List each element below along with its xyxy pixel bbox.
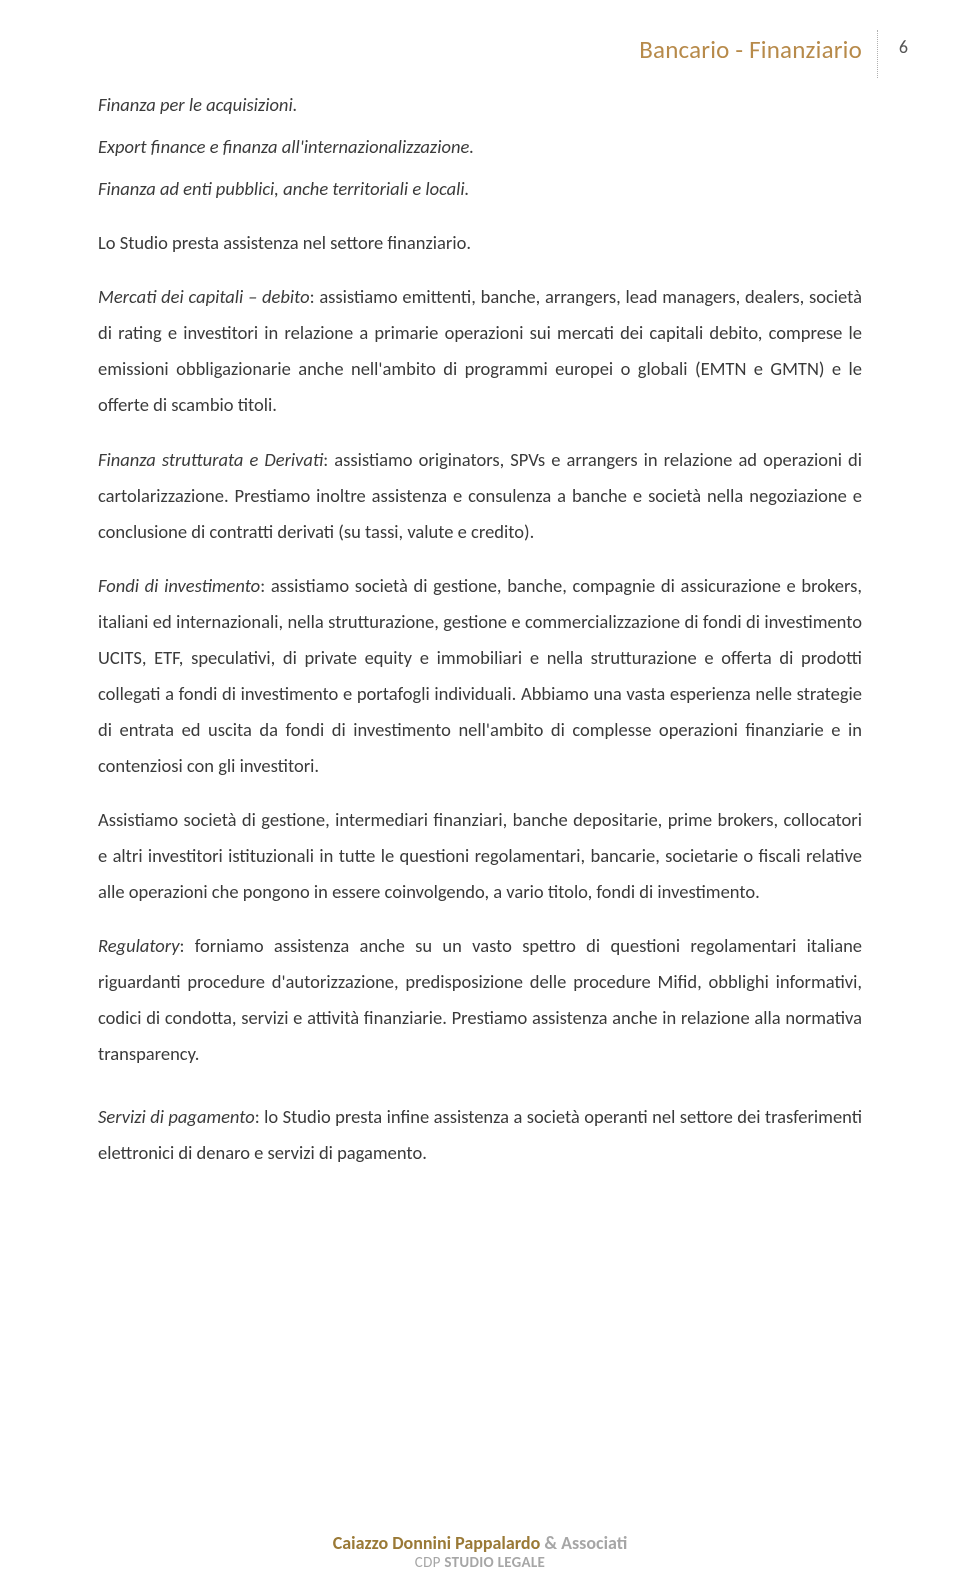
paragraph-fondi: Fondi di investimento: assistiamo societ… — [98, 568, 862, 784]
header-row: Bancario - Finanziario — [98, 34, 862, 65]
paragraph-intro: Lo Studio presta assistenza nel settore … — [98, 225, 862, 261]
footer-name-grey: & Associati — [540, 1532, 627, 1554]
paragraph-servizi-pagamento: Servizi di pagamento: lo Studio presta i… — [98, 1099, 862, 1171]
paragraph-enti-pubblici: Finanza ad enti pubblici, anche territor… — [98, 171, 862, 207]
paragraph-mercati-capitali: Mercati dei capitali – debito: assistiam… — [98, 279, 862, 423]
lead-servizi: Servizi di pagamento — [98, 1105, 255, 1128]
lead-derivati: Finanza strutturata e Derivati — [98, 448, 323, 471]
page-container: Bancario - Finanziario 6 Finanza per le … — [0, 0, 960, 1171]
footer-cdp: CDP — [415, 1554, 445, 1572]
lead-regulatory: Regulatory — [98, 934, 180, 957]
lead-fondi: Fondi di investimento — [98, 574, 260, 597]
page-footer: Caiazzo Donnini Pappalardo & Associati C… — [0, 1532, 960, 1572]
text-fondi: : assistiamo società di gestione, banche… — [98, 574, 862, 777]
text-regulatory: : forniamo assistenza anche su un vasto … — [98, 934, 862, 1065]
lead-mercati: Mercati dei capitali – debito — [98, 285, 310, 308]
paragraph-acquisizioni: Finanza per le acquisizioni. — [98, 87, 862, 123]
footer-subtitle: CDP STUDIO LEGALE — [0, 1554, 960, 1572]
footer-name-brown: Caiazzo Donnini Pappalardo — [333, 1532, 541, 1554]
page-number: 6 — [899, 36, 908, 58]
footer-firm-name: Caiazzo Donnini Pappalardo & Associati — [0, 1532, 960, 1554]
section-title: Bancario - Finanziario — [639, 34, 862, 65]
paragraph-export-finance: Export finance e finanza all'internazion… — [98, 129, 862, 165]
footer-studio-legale: STUDIO LEGALE — [444, 1554, 545, 1572]
body-content: Finanza per le acquisizioni. Export fina… — [98, 87, 862, 1171]
header-divider — [877, 30, 878, 78]
paragraph-finanza-strutturata: Finanza strutturata e Derivati: assistia… — [98, 442, 862, 550]
paragraph-assistiamo: Assistiamo società di gestione, intermed… — [98, 802, 862, 910]
paragraph-regulatory: Regulatory: forniamo assistenza anche su… — [98, 928, 862, 1072]
